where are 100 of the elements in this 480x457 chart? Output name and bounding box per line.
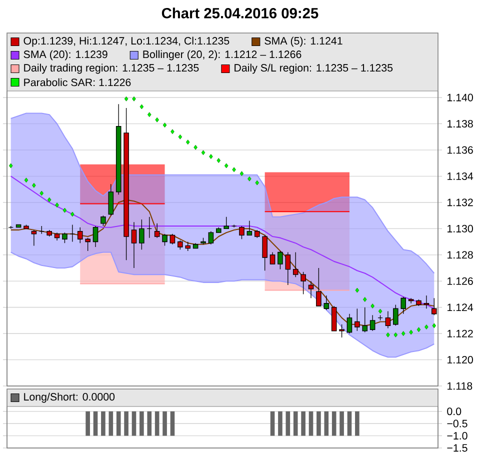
candlestick (393, 304, 398, 326)
point (8, 163, 13, 168)
point (394, 332, 398, 338)
chart-title: Chart 25.04.2016 09:25 (162, 8, 318, 18)
y-tick-label: 1.128 (448, 251, 473, 259)
point (155, 117, 159, 122)
candlestick (370, 314, 376, 332)
point (178, 134, 182, 140)
legend-label: Op:1.1239, Hi:1.1247, Lo:1.1234, Cl:1.1235 (24, 36, 230, 47)
legend-label: Daily S/L region: 1.1235 – 1.1235 (234, 64, 393, 74)
point (162, 122, 167, 128)
candlestick (270, 252, 276, 264)
candlestick (224, 216, 229, 229)
point (70, 212, 74, 217)
point (186, 140, 190, 145)
point (362, 296, 367, 302)
point (132, 96, 136, 102)
candlestick (178, 240, 183, 250)
y-tick-label: 1.130 (448, 224, 473, 232)
candlestick (354, 308, 360, 332)
candlestick (278, 250, 283, 270)
point (232, 167, 236, 172)
candlestick (292, 252, 298, 278)
legend-label: Parabolic SAR: 1.1226 (24, 78, 131, 86)
y-tick-label: −0.5 (447, 420, 468, 428)
candlestick (400, 296, 406, 314)
candlestick (70, 224, 76, 242)
point (209, 154, 213, 160)
candlestick (100, 215, 106, 226)
point (201, 150, 206, 156)
candlestick (139, 219, 144, 250)
candlestick (108, 184, 114, 216)
y-tick-label: 1.124 (448, 304, 474, 312)
candlestick (385, 310, 391, 329)
y-tick-label: 1.132 (448, 198, 473, 206)
point (32, 182, 36, 188)
point (416, 327, 421, 332)
candlestick (262, 234, 268, 271)
point (355, 288, 360, 293)
candlestick (246, 220, 252, 236)
point (370, 304, 374, 308)
point (147, 112, 152, 118)
legend-label: SMA (20): 1.1239 (24, 50, 108, 60)
candlestick (62, 232, 68, 244)
point (194, 144, 198, 150)
candlestick (285, 252, 291, 286)
y-tick-label: 1.126 (448, 277, 473, 285)
point (386, 332, 390, 338)
point (40, 190, 44, 196)
candlestick (208, 230, 214, 245)
candlestick (424, 295, 430, 309)
legend-label: Daily trading region: 1.1235 – 1.1235 (24, 64, 199, 74)
point (240, 171, 244, 176)
candlestick (239, 226, 244, 240)
candlestick (300, 272, 306, 295)
candlestick (85, 238, 90, 252)
y-tick-label: −1.0 (447, 432, 468, 440)
candlestick (77, 227, 83, 244)
legend-label: SMA (5): 1.1241 (264, 36, 342, 47)
candlestick (431, 298, 437, 316)
point (170, 129, 174, 134)
candlestick (324, 295, 330, 310)
point (255, 180, 260, 186)
point (378, 308, 382, 314)
point (224, 163, 228, 168)
candlestick (346, 314, 352, 334)
point (124, 96, 128, 102)
y-tick-label: 1.134 (448, 172, 474, 180)
y-tick-label: 0.0 (447, 408, 462, 416)
candlestick (170, 234, 176, 245)
point (216, 158, 221, 163)
candlestick (331, 306, 337, 332)
y-tick-label: 1.118 (448, 382, 472, 390)
candlestick (231, 224, 237, 228)
candlestick (162, 234, 168, 246)
y-tick-label: 1.138 (448, 120, 473, 128)
candlestick (146, 216, 152, 238)
y-tick-label: 1.140 (448, 94, 473, 102)
legend-label: Bollinger (20, 2): 1.1212 – 1.1266 (143, 50, 302, 60)
point (140, 104, 144, 110)
point (47, 197, 52, 202)
y-tick-label: 1.120 (448, 356, 473, 364)
point (432, 323, 436, 328)
candlestick (362, 306, 368, 333)
candlestick (131, 222, 137, 268)
candlestick (154, 223, 160, 238)
candlestick (185, 241, 191, 252)
candlestick (339, 324, 344, 338)
y-tick-label: −1.5 (447, 444, 468, 452)
candlestick (316, 268, 322, 306)
point (55, 202, 59, 208)
y-tick-label: 1.122 (448, 330, 473, 338)
point (248, 176, 252, 182)
point (24, 178, 28, 183)
point (409, 330, 413, 335)
point (62, 208, 67, 213)
legend-label: Long/Short: 0.0000 (24, 392, 115, 403)
candlestick (92, 226, 98, 248)
y-tick-label: 1.136 (448, 146, 473, 154)
point (424, 324, 428, 330)
